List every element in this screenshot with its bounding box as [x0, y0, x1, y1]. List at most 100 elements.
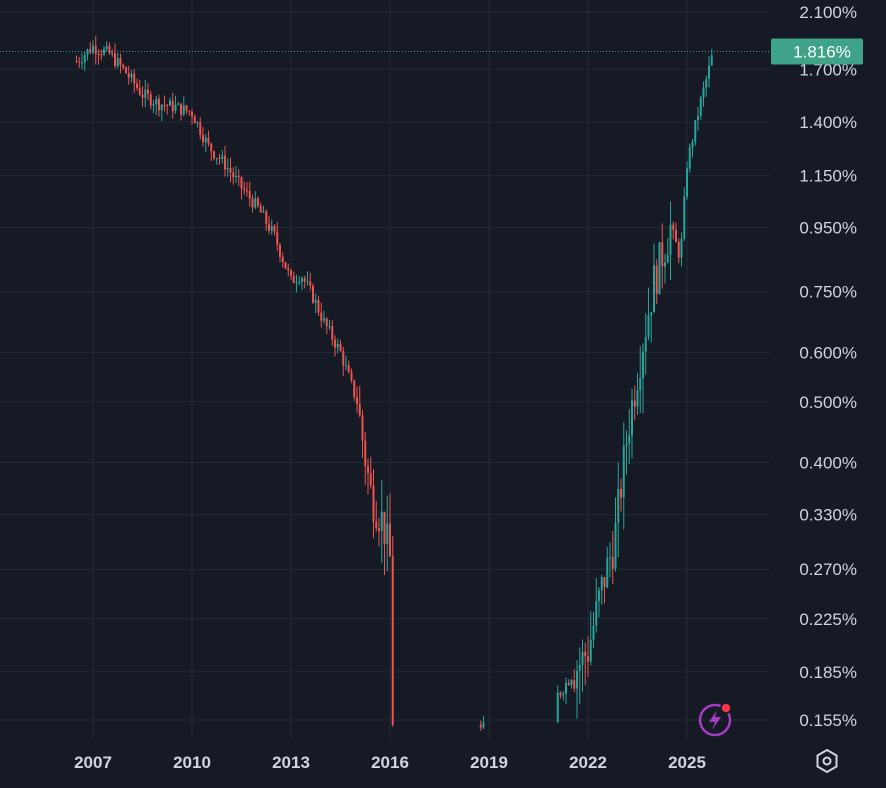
candle-body — [257, 198, 259, 206]
candle-body — [614, 522, 617, 569]
candle-body — [606, 557, 609, 588]
candle-body — [111, 53, 114, 55]
candle-body — [229, 167, 232, 173]
candle-body — [204, 137, 207, 142]
candle-body — [633, 400, 636, 407]
candle-body — [565, 683, 567, 694]
candle-body — [314, 299, 317, 303]
candle-body — [81, 62, 83, 64]
candle-body — [89, 49, 92, 53]
candle-body — [482, 722, 485, 728]
candle-body — [92, 45, 94, 53]
candle-body — [177, 103, 180, 105]
candle-body — [174, 104, 177, 112]
candle-body — [556, 692, 559, 723]
candle-body — [372, 485, 375, 522]
candle-body — [364, 440, 367, 467]
candle-body — [636, 390, 639, 407]
candle-body — [347, 365, 350, 373]
candle-body — [163, 104, 166, 106]
x-tick-label: 2016 — [371, 753, 409, 772]
price-axis[interactable]: 2.100% 1.700% 1.400% 1.150% 0.950% 0.750% 0.60… — [799, 3, 857, 730]
y-tick-label: 0.155% — [799, 711, 857, 730]
candle-body — [369, 473, 372, 486]
candle-body — [279, 244, 281, 257]
candle-body — [631, 400, 633, 436]
candle-body — [185, 105, 188, 111]
candle-body — [367, 466, 369, 474]
y-tick-label: 0.750% — [799, 283, 857, 302]
candle-body — [226, 167, 229, 170]
candle-body — [628, 435, 631, 444]
candle-body — [276, 231, 279, 245]
candle-body — [259, 205, 262, 213]
candle-body — [620, 488, 622, 498]
candle-body — [268, 223, 270, 231]
candle-body — [697, 116, 699, 121]
last-price-tag: 1.816% — [771, 38, 863, 65]
candle-body — [675, 229, 677, 243]
candle-body — [213, 151, 215, 159]
y-tick-label: 0.950% — [799, 218, 857, 237]
candle-body — [345, 365, 347, 367]
candle-body — [622, 445, 625, 498]
x-tick-label: 2025 — [668, 753, 706, 772]
candle-body — [708, 65, 710, 79]
candle-body — [243, 188, 246, 191]
candle-body — [342, 350, 345, 366]
candle-body — [237, 175, 240, 178]
candle-body — [611, 557, 614, 569]
x-tick-label: 2022 — [569, 753, 607, 772]
candle-body — [576, 670, 578, 689]
y-tick-label: 0.330% — [799, 506, 857, 525]
candle-body — [639, 378, 642, 391]
candle-body — [331, 326, 334, 340]
candle-body — [617, 488, 620, 523]
candle-body — [705, 78, 708, 88]
candle-body — [94, 45, 97, 54]
candle-body — [303, 278, 306, 282]
candle-body — [661, 242, 664, 267]
candle-body — [158, 98, 160, 111]
candle-body — [191, 111, 193, 117]
candle-body — [207, 137, 210, 144]
candle-body — [361, 415, 364, 441]
candle-body — [336, 344, 339, 348]
candle-body — [215, 157, 218, 159]
candle-body — [149, 94, 152, 106]
candle-body — [114, 53, 116, 66]
candle-body — [653, 265, 655, 313]
candle-body — [246, 190, 248, 192]
y-tick-label: 0.270% — [799, 560, 857, 579]
time-axis[interactable]: 2007 2010 2013 2016 2019 2022 2025 — [74, 753, 706, 772]
candle-body — [248, 191, 251, 199]
candle-body — [218, 157, 221, 159]
candle-body — [301, 278, 303, 282]
candle-body — [573, 680, 576, 689]
candle-body — [83, 55, 86, 63]
candle-body — [281, 256, 284, 263]
y-tick-label: 0.500% — [799, 393, 857, 412]
alert-lightning-icon[interactable] — [697, 700, 737, 738]
candle-body — [642, 351, 644, 379]
candle-body — [262, 211, 265, 213]
candle-body — [290, 270, 292, 276]
candle-body — [356, 397, 358, 404]
candle-body — [312, 285, 314, 303]
candle-body — [133, 73, 136, 84]
candle-body — [147, 89, 149, 95]
candle-body — [323, 318, 325, 321]
candle-body — [650, 312, 653, 316]
candle-body — [589, 639, 592, 662]
settings-gear-icon[interactable] — [812, 746, 842, 776]
x-tick-label: 2019 — [470, 753, 508, 772]
candle-body — [100, 54, 103, 56]
candle-body — [683, 196, 686, 239]
candle-body — [86, 49, 89, 56]
candle-body — [578, 664, 581, 671]
candle-body — [353, 380, 356, 398]
candle-body — [378, 528, 380, 531]
y-tick-label: 2.100% — [799, 3, 857, 22]
candle-body — [136, 83, 138, 88]
